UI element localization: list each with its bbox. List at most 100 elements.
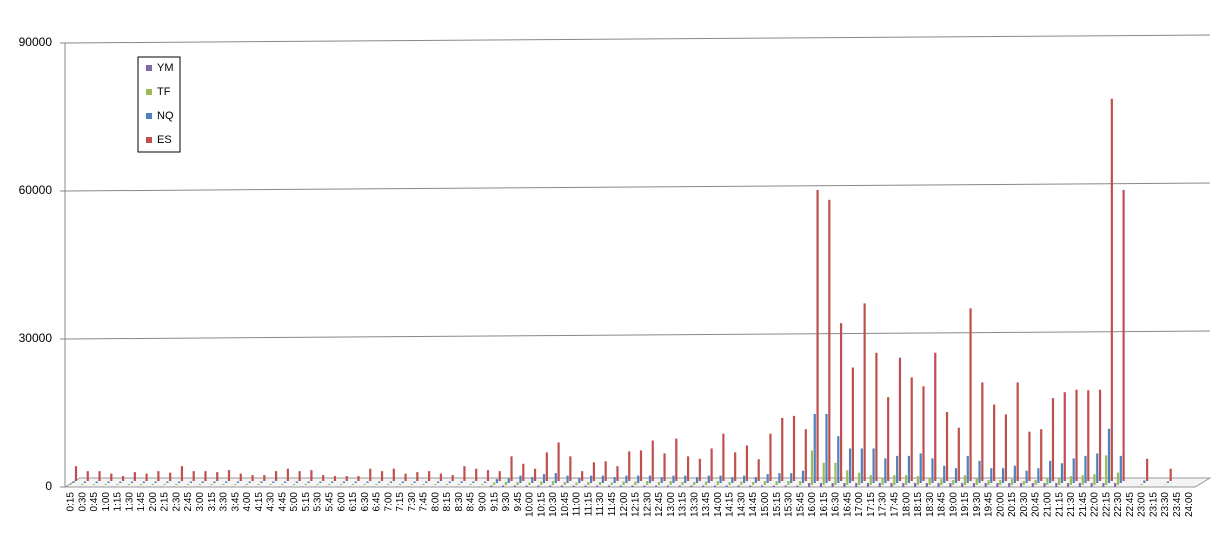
bar [945, 411, 949, 481]
x-tick-label: 19:30 [972, 492, 983, 517]
bar [993, 404, 996, 481]
bar [934, 352, 937, 481]
bar [189, 481, 193, 483]
x-tick-label: 13:15 [678, 492, 689, 517]
x-tick-label: 11:30 [595, 492, 606, 517]
bar [707, 475, 710, 483]
bar [787, 481, 790, 485]
bar [622, 481, 625, 485]
bar [598, 482, 602, 485]
x-tick-label: 20:00 [995, 492, 1006, 517]
bar [990, 468, 993, 483]
bar [907, 455, 911, 483]
x-tick-label: 7:00 [383, 492, 394, 512]
bar [457, 484, 460, 485]
bar [1119, 455, 1122, 483]
bar [734, 452, 737, 481]
bar [434, 484, 437, 485]
bar [669, 481, 672, 485]
x-tick-label: 13:45 [701, 492, 712, 517]
bar [690, 485, 693, 487]
x-tick-label: 24:00 [1184, 492, 1195, 517]
bar [204, 471, 207, 481]
bar [913, 483, 917, 487]
bar [333, 476, 337, 481]
bar [954, 468, 958, 483]
bar [646, 481, 649, 485]
bar [949, 483, 952, 487]
bar [616, 466, 619, 481]
bar [495, 479, 499, 483]
bar [1075, 389, 1078, 481]
legend-label: ES [157, 134, 172, 146]
bar [575, 482, 578, 485]
bar [898, 357, 902, 481]
bar [940, 479, 943, 485]
bar [307, 481, 310, 483]
x-tick-label: 17:45 [889, 492, 900, 517]
bar [737, 485, 740, 487]
bar [133, 472, 136, 481]
x-tick-label: 16:45 [842, 492, 853, 517]
bar [675, 438, 678, 481]
bar [445, 484, 449, 485]
x-tick-label: 20:15 [1007, 492, 1018, 517]
bar [931, 458, 934, 483]
bar [925, 483, 928, 487]
x-tick-label: 6:00 [336, 492, 347, 512]
bar [1025, 470, 1028, 483]
x-tick-label: 16:00 [807, 492, 818, 517]
bar [142, 481, 145, 483]
x-tick-label: 18:15 [913, 492, 924, 517]
bar [110, 473, 113, 481]
bar [210, 484, 213, 485]
bar [1040, 429, 1043, 481]
bar [1051, 398, 1055, 481]
bar [116, 484, 119, 485]
bar [186, 484, 190, 485]
bar [851, 367, 854, 481]
bar [731, 477, 734, 483]
x-tick-label: 10:15 [536, 492, 547, 517]
x-tick-label: 1:30 [124, 492, 135, 512]
bar [1146, 458, 1149, 481]
bar [1058, 477, 1061, 485]
bar [1098, 389, 1102, 481]
bar [304, 484, 307, 485]
bar [413, 481, 416, 483]
bar [178, 481, 181, 483]
bar [648, 475, 652, 483]
x-tick-label: 18:30 [925, 492, 936, 517]
bar [757, 459, 760, 481]
bar [743, 475, 746, 483]
bar [563, 482, 566, 485]
bar [952, 480, 955, 485]
bar [628, 451, 631, 481]
bar [905, 475, 908, 485]
bar [1028, 431, 1031, 481]
bar [778, 473, 781, 483]
bar [104, 484, 107, 485]
x-tick-label: 7:15 [395, 492, 406, 512]
bar [604, 461, 607, 481]
bar [175, 484, 178, 485]
x-tick-label: 21:30 [1066, 492, 1077, 517]
bar [398, 484, 402, 485]
x-tick-label: 6:15 [348, 492, 359, 512]
bar [754, 477, 758, 483]
bar [1055, 483, 1058, 487]
bar [163, 484, 166, 485]
bar [549, 485, 552, 487]
bar [966, 455, 969, 483]
bar [451, 475, 454, 481]
bar [566, 475, 569, 483]
bar [357, 476, 360, 481]
bar [222, 484, 225, 485]
bar [516, 482, 519, 485]
bar [1102, 483, 1105, 487]
bar [740, 481, 743, 485]
bar [286, 468, 289, 481]
bar [201, 481, 204, 483]
x-tick-label: 17:30 [878, 492, 889, 517]
grid-line [64, 34, 1211, 44]
